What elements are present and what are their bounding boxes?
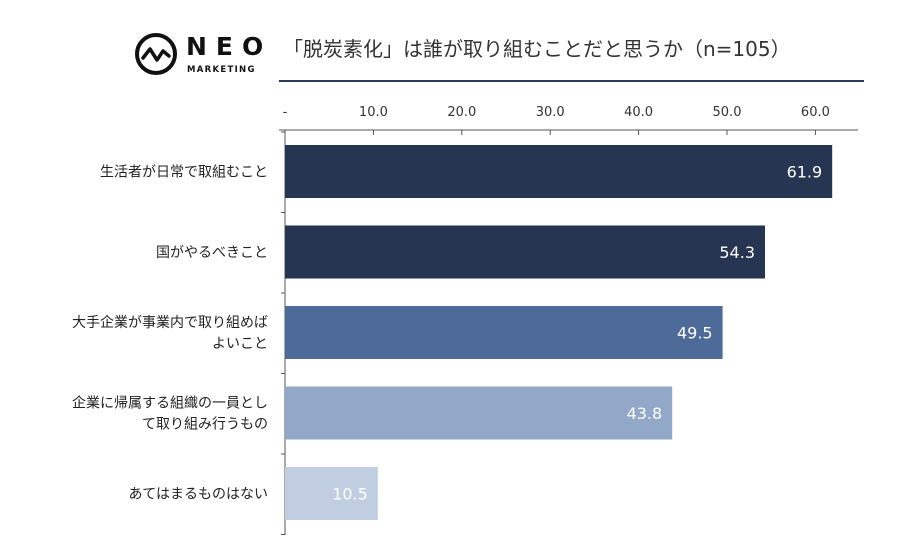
bar [285,306,723,359]
x-tick-label: 20.0 [447,105,476,120]
category-label: 国がやるべきこと [156,245,268,261]
category-label: て取り組み行うもの [142,417,268,433]
bar-value-label: 49.5 [677,324,713,343]
bar [285,145,833,198]
bar [285,467,378,520]
title-underline [279,80,864,82]
x-tick-label: 50.0 [713,105,742,120]
logo-wordmark: NEO [186,32,273,61]
x-tick-label: 10.0 [359,105,388,120]
category-label: あてはまるものはない [129,487,268,503]
bar-value-label: 10.5 [332,485,368,504]
x-tick-label: 30.0 [536,105,565,120]
category-label: 企業に帰属する組織の一員とし [72,395,268,412]
category-label: 生活者が日常で取組むこと [100,165,268,181]
pulse-circle-icon [135,33,177,75]
chart-title: 「脱炭素化」は誰が取り組むことだと思うか（n=105） [283,37,791,61]
logo-subtext: MARKETING [187,65,256,75]
category-label: 大手企業が事業内で取り組めば [72,314,268,331]
bar-value-label: 43.8 [627,404,663,423]
x-tick-label: 40.0 [624,105,653,120]
x-tick-label: 60.0 [801,105,830,120]
bar-value-label: 54.3 [719,243,755,262]
bar-value-label: 61.9 [787,163,823,182]
bar [285,225,766,279]
neo-marketing-logo: NEO MARKETING [134,30,274,78]
bar [285,386,673,440]
x-tick-label: - [283,105,288,120]
category-label: よいこと [212,336,268,352]
